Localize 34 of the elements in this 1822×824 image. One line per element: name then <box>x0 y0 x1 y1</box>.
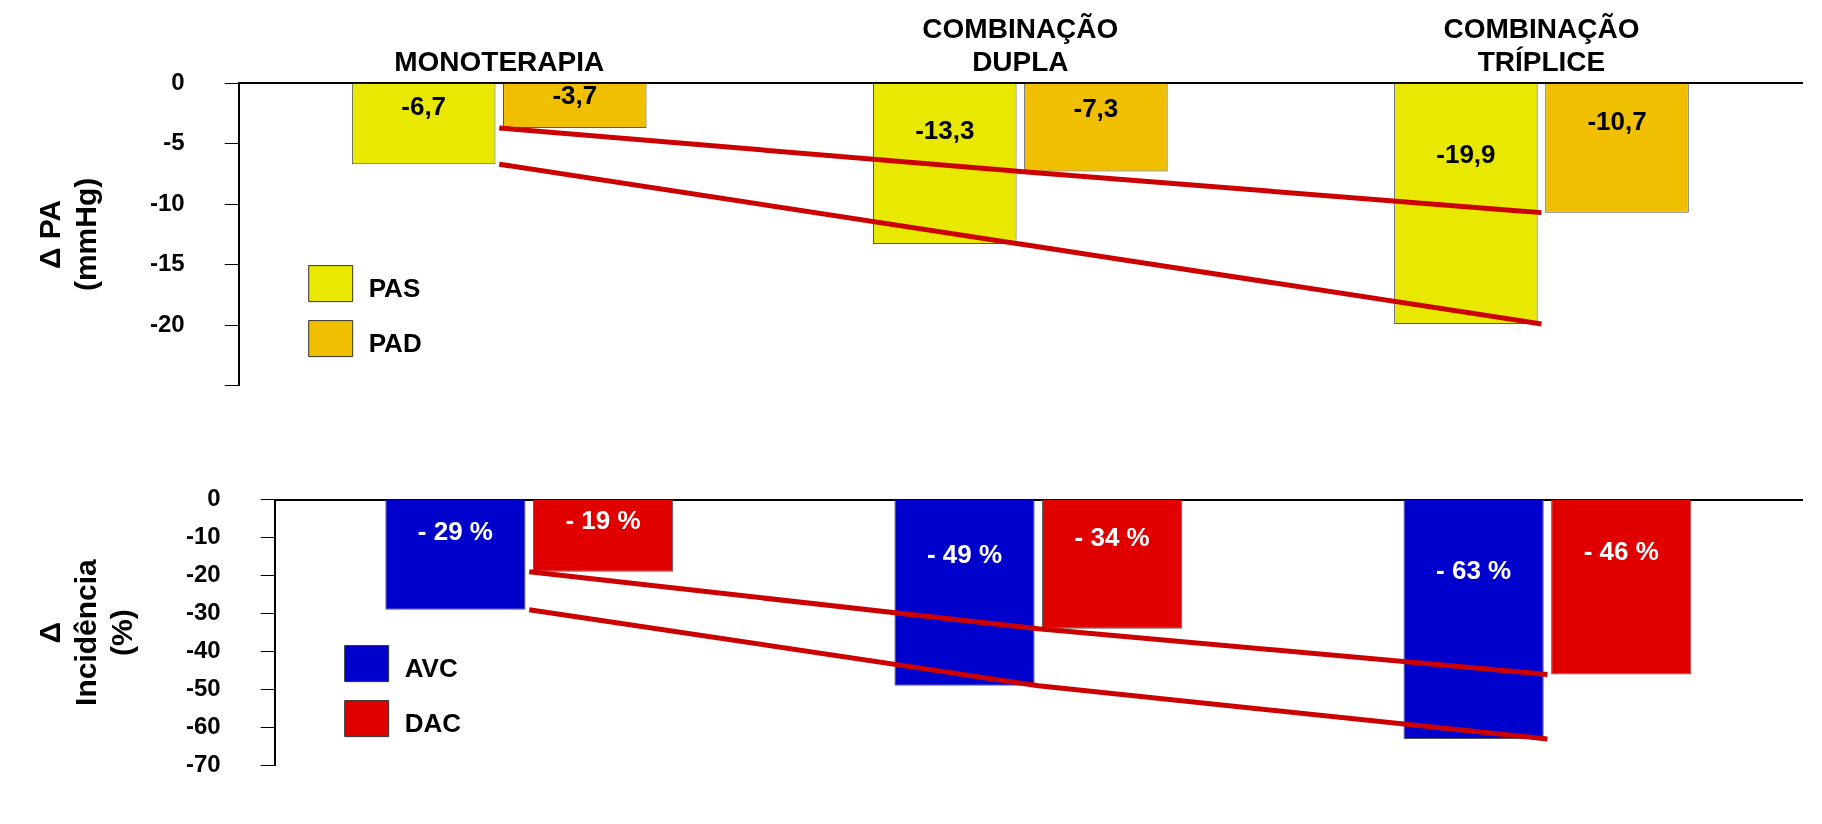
data-label: - 49 % <box>926 538 1003 569</box>
y-tick-label: -40 <box>186 636 221 664</box>
y-tick-label: -10 <box>186 522 221 550</box>
data-label: -10,7 <box>1587 105 1647 136</box>
data-label: -19,9 <box>1436 138 1496 169</box>
legend-label: PAS <box>368 272 421 303</box>
legend-label: AVC <box>404 652 458 683</box>
data-label: -3,7 <box>552 80 598 111</box>
data-label: - 29 % <box>417 516 493 547</box>
y-tick-label: -20 <box>150 309 185 337</box>
y-tick-label: -5 <box>163 128 185 156</box>
y-tick-label: -15 <box>150 249 185 277</box>
y-tick-label: -60 <box>186 712 221 740</box>
y-tick-label: -20 <box>186 560 221 588</box>
y-tick-label: -50 <box>186 674 221 702</box>
data-label: - 34 % <box>1074 521 1150 552</box>
data-label: -7,3 <box>1073 93 1119 124</box>
data-label: -6,7 <box>401 91 447 122</box>
y-tick-label: -30 <box>186 598 221 626</box>
y-tick-label: 0 <box>171 67 185 95</box>
data-label: - 19 % <box>565 504 641 535</box>
data-label: - 46 % <box>1583 535 1659 566</box>
y-axis-title: Δ Incidência (%) <box>33 558 139 706</box>
x-tick-label: MONOTERAPIA <box>394 46 605 78</box>
legend-label: PAD <box>368 327 422 358</box>
data-label: - 63 % <box>1436 554 1512 585</box>
y-tick-label: -70 <box>186 750 221 778</box>
x-tick-label: COMBINAÇÃO TRÍPLICE <box>1443 12 1640 78</box>
y-axis-title: Δ PA (mmHg) <box>33 177 103 292</box>
y-tick-label: 0 <box>207 484 221 512</box>
y-tick-label: -10 <box>150 188 185 216</box>
legend-label: DAC <box>404 707 462 738</box>
data-label: -13,3 <box>915 114 975 145</box>
x-tick-label: COMBINAÇÃO DUPLA <box>922 12 1119 78</box>
